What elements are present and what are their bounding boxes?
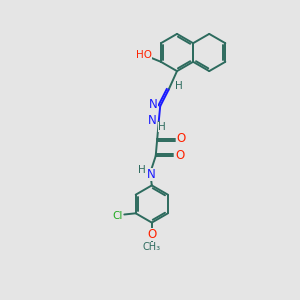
- Text: N: N: [148, 114, 157, 127]
- Text: Cl: Cl: [112, 211, 123, 221]
- Text: H: H: [158, 122, 166, 132]
- Text: H: H: [175, 80, 183, 91]
- Text: H: H: [138, 164, 146, 175]
- Text: O: O: [175, 149, 184, 162]
- Text: N: N: [146, 168, 155, 181]
- Text: HO: HO: [136, 50, 152, 60]
- Text: CH₃: CH₃: [143, 242, 161, 252]
- Text: N: N: [149, 98, 158, 111]
- Text: O: O: [177, 132, 186, 146]
- Text: O: O: [147, 228, 156, 241]
